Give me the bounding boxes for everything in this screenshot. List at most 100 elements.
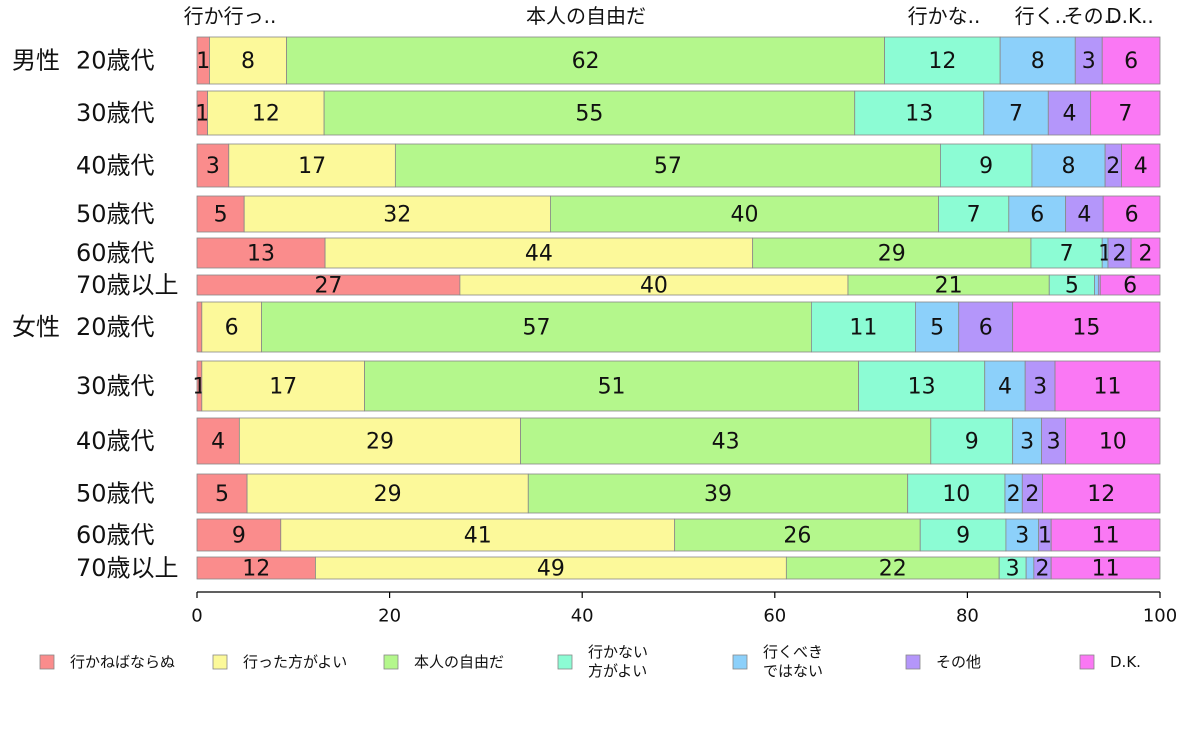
bar-segment: [394, 143, 941, 188]
data-label: 4: [211, 430, 225, 455]
top-series-label: 行く..: [1015, 4, 1068, 28]
data-label: 12: [242, 557, 270, 582]
data-label: 11: [1092, 524, 1120, 549]
data-label: 44: [525, 242, 553, 267]
data-label: 51: [598, 375, 626, 400]
bar-segment: [914, 301, 960, 353]
data-label: 2: [1036, 557, 1050, 582]
bar-segment: [196, 417, 240, 465]
data-label: 4: [1062, 102, 1076, 127]
data-label: 5: [1065, 274, 1079, 299]
bar-segment: [907, 473, 1006, 514]
bar-segment: [1031, 143, 1106, 188]
bar-segment: [1121, 143, 1161, 188]
row-label: 40歳代: [76, 152, 155, 180]
data-label: 43: [712, 430, 740, 455]
data-label: 57: [522, 316, 550, 341]
row-label: 70歳以上: [76, 554, 179, 582]
data-label: 5: [930, 316, 944, 341]
bar-segment: [201, 301, 262, 353]
legend-label: 行くべきではない: [763, 643, 823, 680]
legend-swatch: [383, 654, 399, 670]
data-label: 7: [1060, 242, 1074, 267]
data-label: 6: [979, 316, 993, 341]
data-label: 4: [1077, 203, 1091, 228]
row-label: 20歳代: [76, 313, 155, 341]
legend-swatch: [732, 654, 748, 670]
bar-segment: [1094, 274, 1099, 296]
data-label: 39: [704, 482, 732, 507]
row-label: 20歳代: [76, 47, 155, 75]
data-label: 8: [1031, 49, 1045, 74]
x-tick-label: 80: [956, 606, 979, 627]
data-label: 57: [654, 154, 682, 179]
legend-label: 本人の自由だ: [414, 653, 504, 671]
legend-label: 行かない方がよい: [588, 643, 648, 680]
top-series-label: 行か行っ..: [184, 4, 277, 28]
data-label: 11: [1094, 375, 1122, 400]
data-label: 12: [928, 49, 956, 74]
data-label: 3: [1006, 557, 1020, 582]
data-label: 29: [878, 242, 906, 267]
bar-segment: [196, 195, 245, 233]
data-label: 3: [1082, 49, 1096, 74]
bar-segment: [324, 237, 754, 269]
data-label: 26: [783, 524, 811, 549]
legend-swatch: [1079, 654, 1095, 670]
bar-segment: [201, 360, 365, 412]
bar-segment: [858, 360, 986, 412]
data-label: 29: [374, 482, 402, 507]
data-label: 21: [935, 274, 963, 299]
bar-segment: [1102, 195, 1161, 233]
bar-segment: [1012, 301, 1161, 353]
data-label: 17: [269, 375, 297, 400]
data-label: 11: [1092, 557, 1120, 582]
bar-segment: [196, 518, 282, 552]
legend-label: 行かねばならぬ: [70, 653, 175, 671]
bar-segment: [940, 143, 1033, 188]
data-label: 2: [1113, 242, 1127, 267]
data-label: 32: [383, 203, 411, 228]
bar-segment: [674, 518, 921, 552]
bar-segment: [1130, 237, 1161, 269]
bar-segment: [1012, 417, 1042, 465]
bar-segment: [938, 195, 1010, 233]
legend-label: 行った方がよい: [243, 653, 347, 671]
data-label: 5: [214, 203, 228, 228]
data-label: 3: [1015, 524, 1029, 549]
bar-segment: [1025, 556, 1035, 580]
data-label: 4: [998, 375, 1012, 400]
data-label: 22: [879, 557, 907, 582]
x-tick-label: 100: [1143, 606, 1177, 627]
data-label: 7: [1009, 102, 1023, 127]
top-series-label: 行かな..: [908, 4, 981, 28]
legend-label: その他: [936, 653, 981, 671]
data-label: 7: [967, 203, 981, 228]
bar-segment: [196, 301, 203, 353]
data-label: 55: [575, 102, 603, 127]
bar-segment: [323, 90, 856, 136]
data-label: 15: [1072, 316, 1100, 341]
data-label: 1: [195, 102, 209, 127]
data-label: 1: [196, 49, 210, 74]
bar-segment: [1099, 274, 1161, 296]
data-label: 17: [298, 154, 326, 179]
row-label: 40歳代: [76, 427, 155, 455]
bar-segment: [930, 417, 1014, 465]
data-label: 10: [1099, 430, 1127, 455]
bar-segment: [854, 90, 985, 136]
x-tick-label: 20: [378, 606, 401, 627]
bar-segment: [228, 143, 396, 188]
bar-segment: [919, 518, 1007, 552]
bar-segment: [527, 473, 909, 514]
data-label: 29: [366, 430, 394, 455]
group-label: 男性: [12, 47, 60, 75]
data-label: 2: [1139, 242, 1153, 267]
data-label: 4: [1134, 154, 1148, 179]
data-label: 8: [241, 49, 255, 74]
bar-segment: [261, 301, 812, 353]
data-label: 13: [908, 375, 936, 400]
bar-segment: [1042, 473, 1161, 514]
data-label: 7: [1118, 102, 1132, 127]
